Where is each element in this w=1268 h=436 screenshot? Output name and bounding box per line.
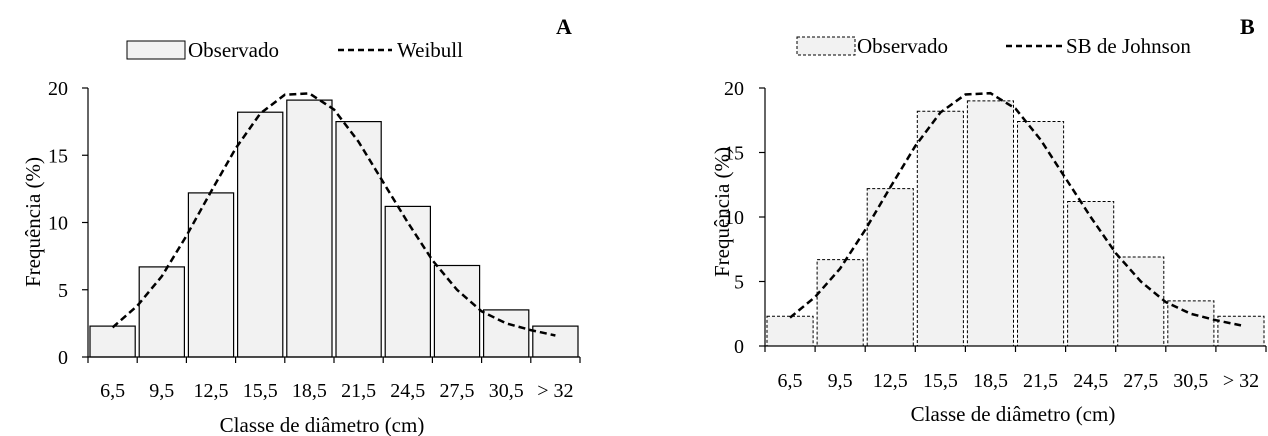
bar-a-6 bbox=[384, 205, 432, 358]
panel-letter-b: B bbox=[1240, 14, 1255, 39]
bar-a-8 bbox=[483, 309, 530, 358]
bar-a-9 bbox=[532, 325, 579, 358]
legend-bar-swatch-b bbox=[796, 36, 856, 56]
x-tick-label-b-8: 30,5 bbox=[1173, 370, 1208, 392]
chart-panel-a: Observado Weibull A Frequência (%) Class… bbox=[21, 14, 581, 436]
fitted-curve-b bbox=[789, 91, 1242, 327]
bar-b-5 bbox=[1017, 121, 1065, 347]
legend-b: Observado SB de Johnson bbox=[796, 34, 1191, 58]
y-tick-label-a-0: 0 bbox=[58, 347, 68, 369]
x-tick-label-b-1: 9,5 bbox=[828, 370, 853, 392]
bar-b-8 bbox=[1167, 300, 1215, 347]
x-tick-label-b-0: 6,5 bbox=[778, 370, 803, 392]
panel-letter-a: A bbox=[556, 14, 572, 39]
x-tick-label-a-3: 15,5 bbox=[243, 380, 278, 402]
bar-a-5 bbox=[335, 120, 382, 358]
y-tick-label-a-3: 15 bbox=[48, 145, 68, 167]
x-tick-label-b-2: 12,5 bbox=[873, 370, 908, 392]
x-tick-label-b-6: 24,5 bbox=[1073, 370, 1108, 392]
x-tick-label-a-9: > 32 bbox=[537, 380, 573, 402]
x-axis-title-b: Classe de diâmetro (cm) bbox=[911, 402, 1116, 426]
x-tick-label-b-4: 18,5 bbox=[973, 370, 1008, 392]
bar-a-4 bbox=[286, 99, 333, 358]
bar-a-0 bbox=[89, 325, 136, 358]
y-tick-label-b-1: 5 bbox=[734, 272, 744, 294]
y-tick-label-b-4: 20 bbox=[724, 78, 744, 100]
legend-label-curve-b: SB de Johnson bbox=[1066, 34, 1191, 58]
bar-a-1 bbox=[138, 266, 185, 358]
bar-b-6 bbox=[1067, 201, 1115, 347]
bar-b-0 bbox=[766, 315, 814, 347]
y-tick-label-b-3: 15 bbox=[724, 143, 744, 165]
x-tick-label-b-9: > 32 bbox=[1223, 370, 1259, 392]
bar-b-4 bbox=[966, 100, 1015, 347]
legend-label-observado-a: Observado bbox=[188, 38, 279, 62]
x-tick-label-a-8: 30,5 bbox=[489, 380, 524, 402]
x-tick-label-b-3: 15,5 bbox=[923, 370, 958, 392]
legend-label-observado-b: Observado bbox=[857, 34, 948, 58]
bar-b-7 bbox=[1117, 256, 1165, 347]
bar-a-3 bbox=[237, 111, 284, 358]
x-tick-label-b-7: 27,5 bbox=[1123, 370, 1158, 392]
x-axis-title-a: Classe de diâmetro (cm) bbox=[220, 413, 425, 436]
y-axis-title-b: Frequência (%) bbox=[710, 147, 734, 277]
y-tick-label-b-2: 10 bbox=[724, 207, 744, 229]
chart-panel-b: Observado SB de Johnson B Frequência (%)… bbox=[710, 14, 1267, 426]
x-tick-label-a-6: 24,5 bbox=[390, 380, 425, 402]
y-tick-label-b-0: 0 bbox=[734, 336, 744, 358]
y-tick-label-a-1: 5 bbox=[58, 280, 68, 302]
bar-b-1 bbox=[816, 259, 864, 347]
y-tick-label-a-2: 10 bbox=[48, 213, 68, 235]
x-tick-label-a-2: 12,5 bbox=[194, 380, 229, 402]
legend-bar-swatch-a bbox=[126, 40, 186, 60]
bar-a-7 bbox=[433, 264, 481, 358]
x-tick-label-b-5: 21,5 bbox=[1023, 370, 1058, 392]
y-axis-title-a: Frequência (%) bbox=[21, 157, 45, 287]
bar-b-2 bbox=[866, 188, 914, 347]
y-tick-label-a-4: 20 bbox=[48, 78, 68, 100]
x-tick-label-a-5: 21,5 bbox=[341, 380, 376, 402]
legend-a: Observado Weibull bbox=[126, 38, 463, 62]
x-tick-label-a-4: 18,5 bbox=[292, 380, 327, 402]
bar-b-9 bbox=[1217, 315, 1265, 347]
legend-label-curve-a: Weibull bbox=[397, 38, 463, 62]
x-tick-label-a-7: 27,5 bbox=[440, 380, 475, 402]
x-tick-label-a-1: 9,5 bbox=[149, 380, 174, 402]
bar-b-3 bbox=[916, 110, 964, 347]
fitted-curve-a bbox=[111, 92, 556, 337]
x-tick-label-a-0: 6,5 bbox=[100, 380, 125, 402]
